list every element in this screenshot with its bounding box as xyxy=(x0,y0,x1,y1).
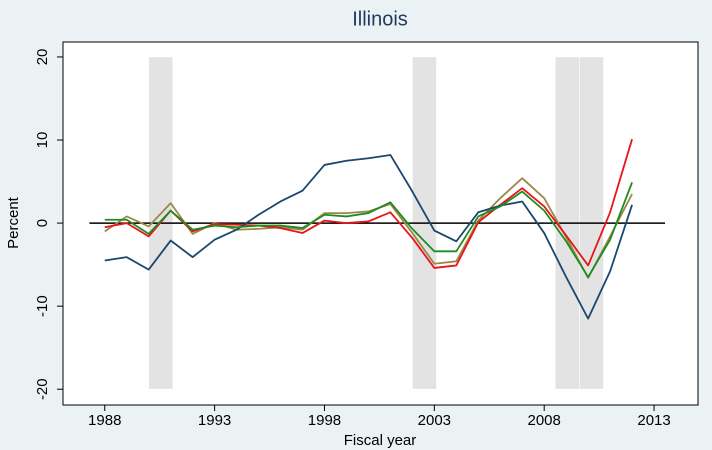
series-line xyxy=(104,154,633,320)
y-axis-label: Percent xyxy=(5,196,22,249)
series-line xyxy=(104,138,633,269)
chart-title: Illinois xyxy=(352,8,408,30)
x-tick-label: 2003 xyxy=(418,412,451,429)
series-line xyxy=(104,177,633,279)
series-line xyxy=(104,182,633,278)
x-tick-label: 2008 xyxy=(528,412,561,429)
y-tick-label: 10 xyxy=(34,132,51,149)
x-tick-label: 1988 xyxy=(88,412,121,429)
x-tick-label: 1998 xyxy=(308,412,341,429)
y-tick-label: -10 xyxy=(34,295,51,317)
x-tick-label: 1993 xyxy=(198,412,231,429)
y-tick-label: -20 xyxy=(34,378,51,400)
y-tick-label: 20 xyxy=(34,49,51,66)
x-tick-label: 2013 xyxy=(637,412,670,429)
x-axis-label: Fiscal year xyxy=(344,432,417,449)
y-tick-label: 0 xyxy=(34,219,51,227)
